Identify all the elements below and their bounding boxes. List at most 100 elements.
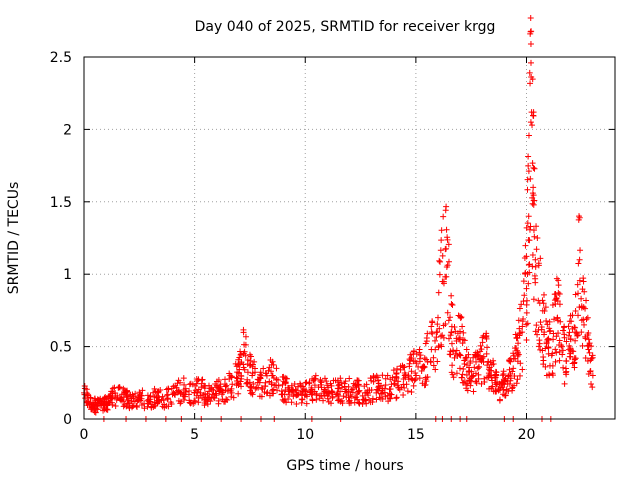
data-point — [355, 399, 362, 406]
data-point — [281, 391, 288, 398]
data-point — [479, 354, 486, 361]
data-point — [563, 338, 570, 345]
data-point — [514, 376, 521, 383]
data-point — [345, 394, 352, 401]
data-point — [268, 381, 275, 388]
data-point — [539, 297, 546, 304]
data-point — [370, 374, 377, 381]
data-point — [574, 281, 581, 288]
data-point — [537, 255, 544, 262]
data-point — [240, 350, 247, 357]
data-point — [517, 360, 524, 367]
data-point — [510, 365, 517, 372]
data-point — [488, 367, 495, 374]
data-point — [386, 390, 393, 397]
chart-title: Day 040 of 2025, SRMTID for receiver krg… — [195, 19, 496, 35]
data-point — [458, 314, 465, 321]
data-point — [217, 387, 224, 394]
data-point — [490, 357, 497, 364]
data-point — [211, 395, 218, 402]
data-point — [242, 333, 249, 340]
data-point — [236, 366, 243, 373]
data-point — [557, 318, 564, 325]
data-point — [572, 355, 579, 362]
data-point — [100, 397, 107, 404]
data-point — [442, 207, 449, 214]
data-point — [437, 258, 444, 265]
data-point — [382, 375, 389, 382]
data-point — [572, 324, 579, 331]
data-point — [448, 369, 455, 376]
data-point — [527, 175, 534, 182]
data-point — [173, 384, 180, 391]
data-point — [432, 337, 439, 344]
y-axis-label: SRMTID / TECUs — [6, 182, 22, 295]
data-point — [207, 385, 214, 392]
data-point — [112, 403, 119, 410]
data-point — [551, 291, 558, 298]
data-point — [165, 403, 172, 410]
data-point — [317, 378, 324, 385]
data-point — [543, 318, 550, 325]
data-point — [406, 360, 413, 367]
data-point — [244, 369, 251, 376]
data-point — [131, 398, 138, 405]
data-point — [515, 317, 522, 324]
data-point — [121, 387, 128, 394]
data-point — [517, 329, 524, 336]
data-point — [475, 363, 482, 370]
data-point — [393, 375, 400, 382]
data-point — [224, 387, 231, 394]
data-point — [447, 348, 454, 355]
data-point — [418, 367, 425, 374]
data-point — [515, 351, 522, 358]
data-point — [180, 393, 187, 400]
data-point — [587, 368, 594, 375]
data-point — [172, 391, 179, 398]
data-point — [424, 358, 431, 365]
data-point — [466, 364, 473, 371]
data-point — [391, 381, 398, 388]
data-point — [506, 357, 513, 364]
data-point — [240, 329, 247, 336]
data-point — [238, 375, 245, 382]
data-point — [558, 342, 565, 349]
data-point — [527, 15, 534, 22]
data-point — [198, 395, 205, 402]
data-point — [325, 384, 332, 391]
data-point — [560, 327, 567, 334]
data-point — [483, 335, 490, 342]
data-point — [511, 345, 518, 352]
data-point — [467, 382, 474, 389]
data-point — [520, 278, 527, 285]
data-point — [235, 390, 242, 397]
data-point — [482, 333, 489, 340]
data-point — [256, 379, 263, 386]
data-point — [445, 335, 452, 342]
data-point — [94, 406, 101, 413]
data-point — [393, 370, 400, 377]
data-point — [263, 370, 270, 377]
data-point — [337, 398, 344, 405]
data-point — [82, 395, 89, 402]
data-point — [560, 364, 567, 371]
data-point — [553, 333, 560, 340]
data-point — [526, 237, 533, 244]
data-point — [527, 59, 534, 66]
data-point — [562, 369, 569, 376]
data-point — [552, 346, 559, 353]
data-point — [103, 406, 110, 413]
data-point — [249, 361, 256, 368]
data-point — [228, 385, 235, 392]
data-point — [527, 30, 534, 37]
data-point — [559, 351, 566, 358]
data-point — [448, 340, 455, 347]
data-point — [186, 381, 193, 388]
data-point — [313, 396, 320, 403]
data-point — [462, 355, 469, 362]
data-point — [512, 331, 519, 338]
data-point — [192, 398, 199, 405]
data-point — [313, 390, 320, 397]
data-point — [262, 383, 269, 390]
data-point — [337, 388, 344, 395]
